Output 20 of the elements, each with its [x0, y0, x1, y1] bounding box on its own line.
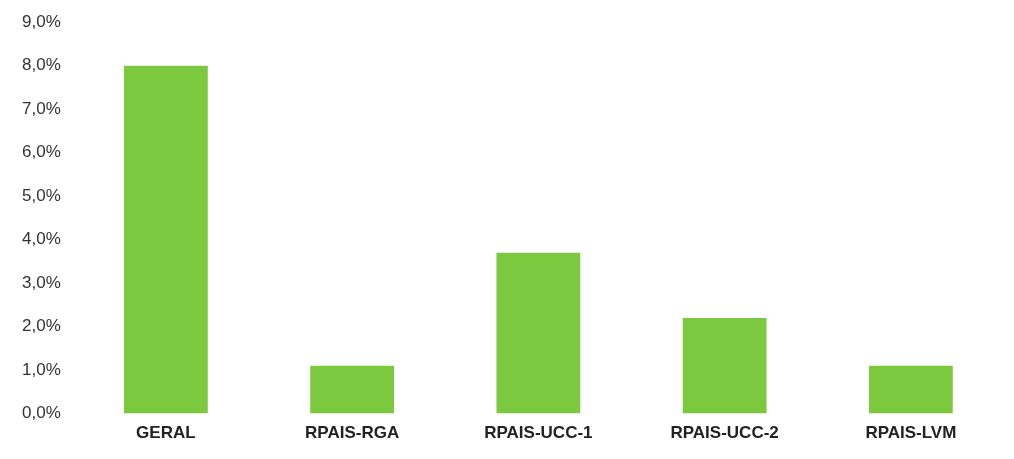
bar [682, 317, 767, 414]
y-tick-label: 1,0% [22, 359, 61, 379]
x-tick-label: RPAIS-LVM [865, 423, 957, 443]
y-tick-label: 7,0% [22, 98, 61, 118]
y-tick-label: 4,0% [22, 229, 61, 249]
bar [123, 65, 208, 414]
y-tick-label: 0,0% [22, 403, 61, 423]
bar [310, 365, 395, 414]
bar [496, 252, 581, 414]
y-tick-label: 9,0% [22, 11, 61, 31]
y-tick-label: 2,0% [22, 316, 61, 336]
x-tick-label: RPAIS-RGA [305, 423, 400, 443]
x-tick-label: GERAL [136, 423, 196, 443]
x-tick-label: RPAIS-UCC-1 [484, 423, 593, 443]
y-tick-label: 5,0% [22, 185, 61, 205]
y-tick-label: 8,0% [22, 55, 61, 75]
y-tick-label: 6,0% [22, 142, 61, 162]
bar [868, 365, 953, 414]
y-tick-label: 3,0% [22, 272, 61, 292]
x-tick-label: RPAIS-UCC-2 [670, 423, 779, 443]
